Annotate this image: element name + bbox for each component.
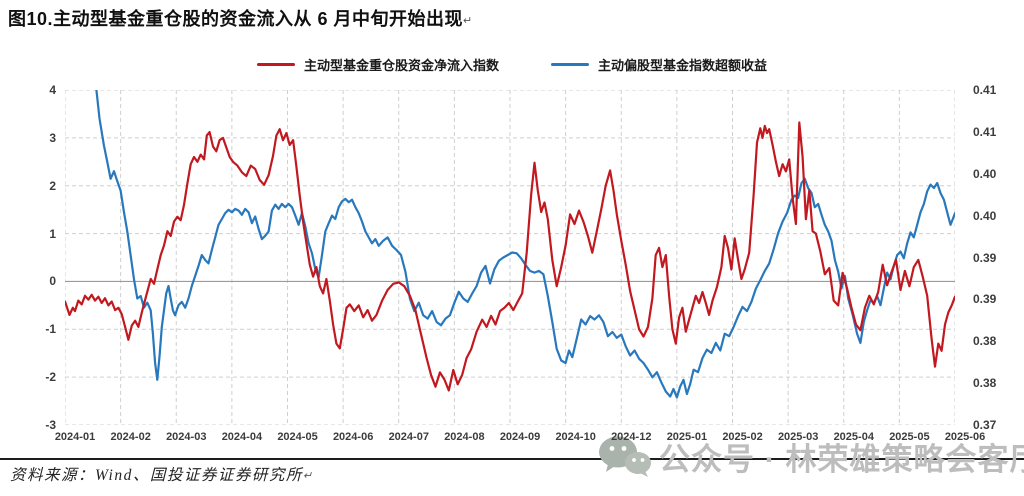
x-axis-tick-label: 2024-12	[611, 431, 652, 443]
x-axis-tick-label: 2024-03	[166, 431, 207, 443]
x-axis-tick-label: 2024-01	[54, 431, 96, 443]
source-note: 资料来源：Wind、国投证券证券研究所↵	[10, 463, 314, 485]
x-axis-tick-label: 2024-04	[221, 431, 263, 443]
right-axis-tick-label: 0.40	[973, 208, 997, 223]
right-axis-tick-label: 0.38	[973, 334, 997, 349]
x-axis-tick-label: 2024-10	[555, 431, 596, 443]
x-axis-tick-label: 2024-02	[110, 431, 151, 443]
right-axis-tick-label: 0.38	[973, 376, 997, 391]
x-axis-tick-label: 2025-04	[833, 431, 874, 443]
x-axis-tick-label: 2025-03	[777, 431, 819, 443]
footer-divider-line	[0, 458, 1024, 460]
x-axis-tick-label: 2024-09	[499, 431, 541, 443]
left-axis-tick-label: -3	[45, 418, 56, 432]
watermark: 公众号 · 林荣雄策略会客厅	[598, 434, 1024, 479]
line-chart-plot-area	[65, 90, 955, 425]
legend-item-blue: 主动偏股型基金指数超额收益	[551, 55, 767, 74]
chart-legend: 主动型基金重仓股资金净流入指数 主动偏股型基金指数超额收益	[0, 55, 1024, 74]
source-text: 资料来源：Wind、国投证券证券研究所	[10, 467, 303, 484]
figure-title-text: 图10.主动型基金重仓股的资金流入从 6 月中旬开始出现	[8, 9, 464, 29]
right-axis-tick-label: 0.39	[973, 250, 997, 265]
right-axis-tick-label: 0.39	[973, 292, 997, 307]
legend-label-red: 主动型基金重仓股资金净流入指数	[303, 58, 499, 73]
blue-series-line	[95, 90, 955, 399]
blue-line-swatch-icon	[551, 63, 589, 66]
x-axis-tick-label: 2025-06	[944, 431, 986, 443]
left-axis-tick-label: 3	[49, 130, 56, 145]
right-axis-tick-label: 0.41	[973, 124, 997, 139]
red-series-line	[65, 121, 955, 392]
x-axis-tick-label: 2024-06	[332, 431, 374, 443]
right-axis-tick-label: 0.37	[973, 418, 997, 432]
left-axis-tick-label: 2	[49, 178, 56, 193]
legend-item-red: 主动型基金重仓股资金净流入指数	[256, 55, 499, 74]
red-line-swatch-icon	[256, 63, 295, 66]
source-return-mark: ↵	[302, 470, 314, 482]
x-axis-tick-label: 2024-05	[277, 431, 318, 443]
x-axis-tick-label: 2024-07	[388, 431, 429, 443]
right-axis-tick-label: 0.40	[973, 166, 997, 181]
left-axis-tick-label: -1	[45, 322, 56, 337]
x-axis-tick-label: 2025-02	[722, 431, 763, 443]
paragraph-return-mark: ↵	[463, 15, 473, 27]
x-axis-tick-label: 2025-05	[889, 431, 930, 443]
watermark-text: 公众号 · 林荣雄策略会客厅	[659, 442, 1024, 477]
left-axis-tick-label: 4	[49, 83, 56, 97]
page-title: 图10.主动型基金重仓股的资金流入从 6 月中旬开始出现↵	[8, 5, 473, 31]
left-axis-tick-label: -2	[45, 370, 56, 385]
right-axis-tick-label: 0.41	[973, 83, 997, 97]
left-axis-tick-label: 1	[49, 226, 56, 241]
left-axis-tick-label: 0	[49, 274, 56, 289]
x-axis-tick-label: 2024-08	[444, 431, 485, 443]
wechat-icon	[599, 436, 651, 477]
legend-label-blue: 主动偏股型基金指数超额收益	[598, 58, 768, 73]
x-axis-tick-label: 2025-01	[666, 431, 708, 443]
